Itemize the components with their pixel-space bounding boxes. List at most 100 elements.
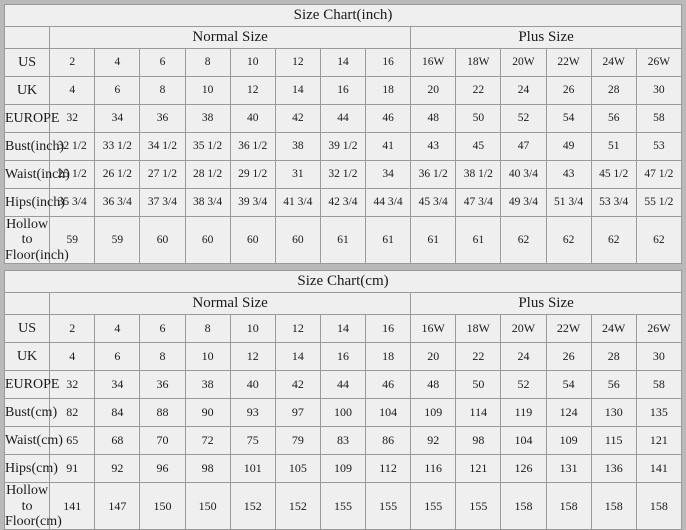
data-cell: 124 xyxy=(545,398,592,428)
data-cell: 45 xyxy=(455,132,502,161)
data-cell: 51 3/4 xyxy=(545,188,592,217)
data-cell: 105 xyxy=(274,454,321,484)
data-cell: 98 xyxy=(184,454,231,484)
data-cell: 32 xyxy=(49,370,96,400)
data-cell: 36 1/2 xyxy=(410,160,457,189)
row-label: Hollow to Floor(cm) xyxy=(3,482,62,530)
data-cell: 2 xyxy=(49,48,96,77)
data-cell: 135 xyxy=(635,398,683,428)
data-cell: 44 3/4 xyxy=(364,188,412,217)
data-cell: 36 1/2 xyxy=(229,132,276,161)
table-row: EUROPE 32 34 36 38 40 42 44 46 48 50 52 54 56 58 xyxy=(3,370,683,400)
data-cell: 36 xyxy=(139,370,186,400)
data-cell: 33 1/2 xyxy=(94,132,141,161)
data-cell: 43 xyxy=(545,160,592,189)
table-row: EUROPE 32 34 36 38 40 42 44 46 48 50 52 54 56 58 xyxy=(3,104,683,133)
row-label: Hips(inch) xyxy=(3,188,65,217)
group-header-normal: Normal Size xyxy=(49,292,412,316)
data-cell: 58 xyxy=(635,104,683,133)
data-cell: 158 xyxy=(545,482,592,530)
data-cell: 147 xyxy=(94,482,141,530)
data-cell: 8 xyxy=(139,342,186,372)
data-cell: 50 xyxy=(455,370,502,400)
data-cell: 60 xyxy=(139,215,186,265)
data-cell: 22W xyxy=(545,314,592,344)
data-cell: 155 xyxy=(364,482,412,530)
data-cell: 75 xyxy=(229,426,276,456)
data-cell: 155 xyxy=(410,482,457,530)
data-cell: 16 xyxy=(364,314,412,344)
data-cell: 22 xyxy=(455,342,502,372)
row-label: UK xyxy=(3,76,51,105)
group-header-plus: Plus Size xyxy=(410,26,682,49)
data-cell: 86 xyxy=(364,426,412,456)
data-cell: 84 xyxy=(94,398,141,428)
data-cell: 121 xyxy=(455,454,502,484)
data-cell: 47 xyxy=(500,132,547,161)
data-cell: 18W xyxy=(455,314,502,344)
size-chart-inch-table: Size Chart(inch) Normal Size Plus Size US 2 4… xyxy=(3,4,683,265)
data-cell: 104 xyxy=(364,398,412,428)
data-cell: 56 xyxy=(590,104,637,133)
data-cell: 42 xyxy=(274,370,321,400)
data-cell: 104 xyxy=(500,426,547,456)
data-cell: 100 xyxy=(319,398,367,428)
data-cell: 109 xyxy=(545,426,592,456)
size-chart-cm-body: Size Chart(cm) Normal Size Plus Size US 2 4 6 8… xyxy=(3,270,683,530)
data-cell: 24 xyxy=(500,342,547,372)
data-cell: 61 xyxy=(319,215,367,265)
data-cell: 62 xyxy=(590,215,637,265)
data-cell: 53 xyxy=(635,132,683,161)
data-cell: 91 xyxy=(49,454,96,484)
row-label: Waist(cm) xyxy=(3,426,63,456)
data-cell: 6 xyxy=(139,48,186,77)
data-cell: 48 xyxy=(410,104,457,133)
data-cell: 27 1/2 xyxy=(139,160,186,189)
data-cell: 109 xyxy=(410,398,457,428)
data-cell: 130 xyxy=(590,398,637,428)
data-cell: 31 xyxy=(274,160,321,189)
data-cell: 55 1/2 xyxy=(635,188,683,217)
data-cell: 34 xyxy=(94,370,141,400)
data-cell: 82 xyxy=(49,398,96,428)
data-cell: 16 xyxy=(364,48,412,77)
data-cell: 40 3/4 xyxy=(500,160,547,189)
data-cell: 28 xyxy=(590,76,637,105)
data-cell: 20 xyxy=(410,76,457,105)
data-cell: 150 xyxy=(139,482,186,530)
data-cell: 60 xyxy=(229,215,276,265)
row-label: Hips(cm) xyxy=(3,454,58,484)
row-label: Waist(inch) xyxy=(3,160,70,189)
data-cell: 24 xyxy=(500,76,547,105)
size-chart-inch-body: Size Chart(inch) Normal Size Plus Size US 2 4… xyxy=(3,4,683,265)
data-cell: 6 xyxy=(94,76,141,105)
data-cell: 52 xyxy=(500,104,547,133)
data-cell: 4 xyxy=(94,314,141,344)
data-cell: 61 xyxy=(455,215,502,265)
data-cell: 26W xyxy=(635,314,683,344)
row-label: UK xyxy=(3,342,51,372)
data-cell: 16W xyxy=(410,48,457,77)
row-label: EUROPE xyxy=(3,104,59,133)
data-cell: 126 xyxy=(500,454,547,484)
data-cell: 51 xyxy=(590,132,637,161)
data-cell: 46 xyxy=(364,104,412,133)
data-cell: 10 xyxy=(229,48,276,77)
data-cell: 10 xyxy=(184,342,231,372)
data-cell: 16W xyxy=(410,314,457,344)
data-cell: 46 xyxy=(364,370,412,400)
data-cell: 20 xyxy=(410,342,457,372)
row-label: US xyxy=(3,314,51,344)
data-cell: 14 xyxy=(319,314,367,344)
data-cell: 49 xyxy=(545,132,592,161)
data-cell: 12 xyxy=(274,314,321,344)
row-label: US xyxy=(3,48,51,77)
data-cell: 6 xyxy=(94,342,141,372)
row-label: Bust(cm) xyxy=(3,398,57,428)
data-cell: 47 1/2 xyxy=(635,160,683,189)
data-cell: 101 xyxy=(229,454,276,484)
data-cell: 56 xyxy=(590,370,637,400)
data-cell: 16 xyxy=(319,76,367,105)
data-cell: 54 xyxy=(545,370,592,400)
data-cell: 61 xyxy=(410,215,457,265)
